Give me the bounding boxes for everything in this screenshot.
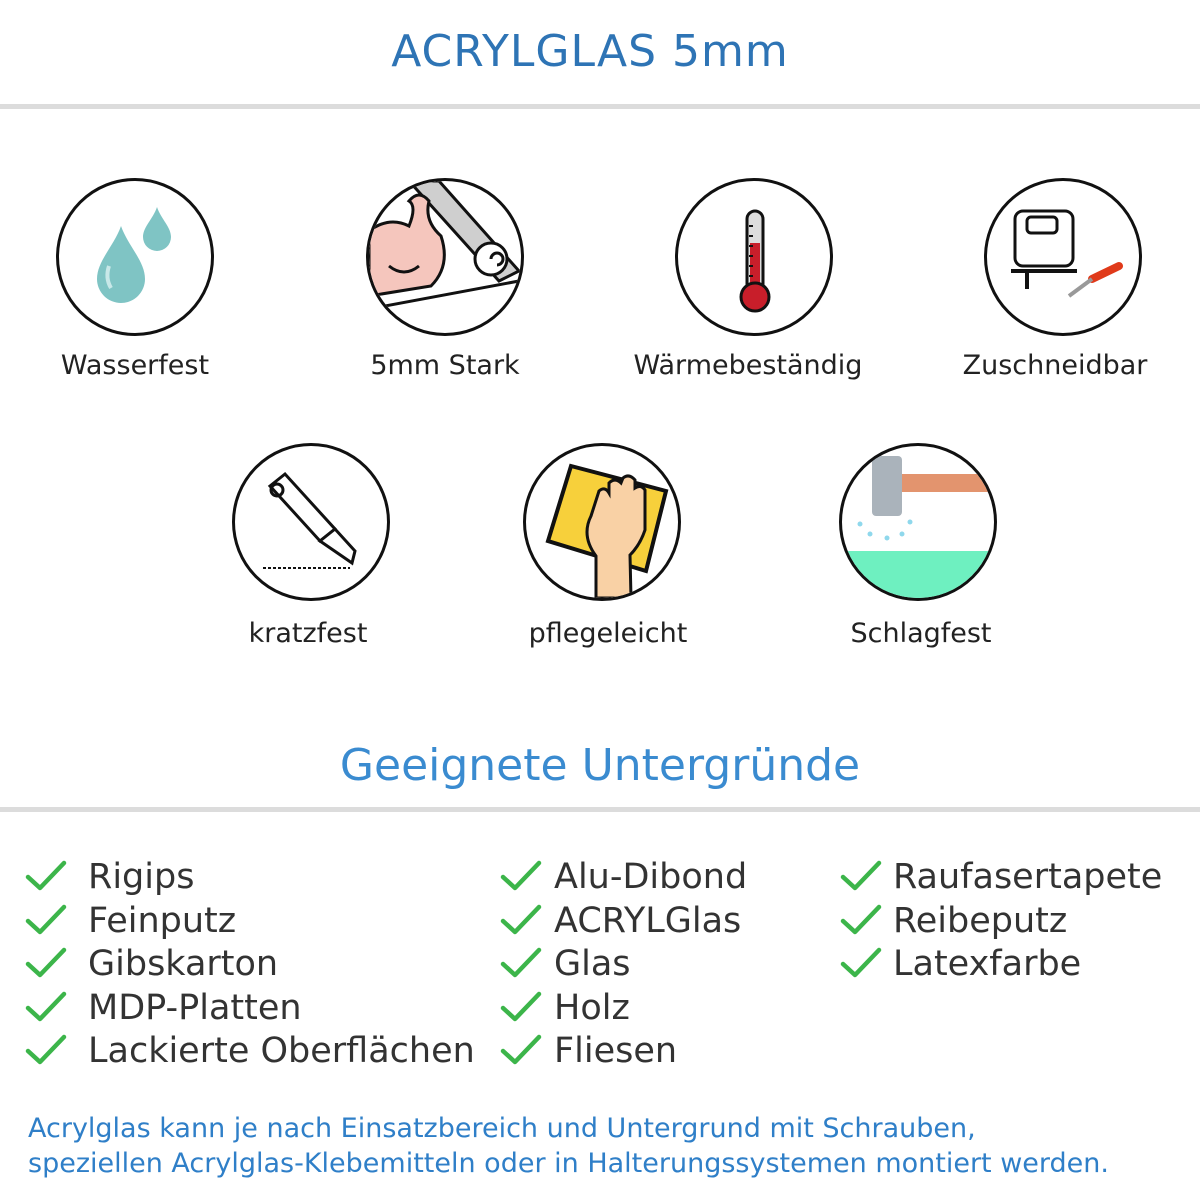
surfaces-title: Geeignete Untergründe	[339, 740, 861, 791]
checkmark-icon	[500, 990, 542, 1024]
checkmark-icon	[500, 859, 542, 893]
jigsaw-cutter-icon	[984, 178, 1142, 336]
divider	[0, 104, 1200, 109]
feature-label: Wärmebeständig	[633, 350, 863, 381]
surface-item: Rigips	[88, 857, 195, 897]
surface-item: Holz	[554, 987, 630, 1028]
checkmark-icon	[25, 903, 67, 937]
feature-label: 5mm Stark	[370, 350, 520, 381]
checkmark-icon	[25, 946, 67, 980]
footer-text-line-2: speziellen Acrylglas-Klebemitteln oder i…	[28, 1148, 1109, 1179]
hand-sponge-icon	[523, 443, 681, 601]
surface-item: Feinputz	[88, 900, 237, 941]
surface-item: Lackierte Oberflächen	[88, 1031, 475, 1071]
checkmark-icon	[840, 859, 882, 893]
checkmark-icon	[500, 946, 542, 980]
thermometer-icon	[675, 178, 833, 336]
surface-item: MDP-Platten	[88, 987, 302, 1028]
surface-item: Gibskarton	[88, 944, 279, 984]
feature-label: Wasserfest	[60, 350, 210, 381]
checkmark-icon	[840, 946, 882, 980]
checkmark-icon	[500, 1033, 542, 1067]
feature-label: Zuschneidbar	[962, 350, 1148, 381]
page-title: ACRYLGLAS 5mm	[391, 26, 789, 77]
surface-item: Latexfarbe	[893, 944, 1082, 984]
strong-arm-icon	[366, 178, 524, 336]
checkmark-icon	[25, 1033, 67, 1067]
checkmark-icon	[840, 903, 882, 937]
surface-item: ACRYLGlas	[554, 900, 742, 941]
checkmark-icon	[25, 859, 67, 893]
box-cutter-icon	[232, 443, 390, 601]
feature-label: Schlagfest	[850, 618, 992, 649]
surface-item: Alu-Dibond	[554, 857, 748, 897]
surface-item: Fliesen	[554, 1031, 678, 1071]
checkmark-icon	[500, 903, 542, 937]
divider	[0, 807, 1200, 812]
surface-item: Reibeputz	[893, 900, 1068, 941]
water-drops-icon	[56, 178, 214, 336]
hammer-icon	[839, 443, 997, 601]
checkmark-icon	[25, 990, 67, 1024]
feature-label: kratzfest	[248, 618, 368, 649]
feature-label: pflegeleicht	[528, 618, 688, 649]
footer-text-line-1: Acrylglas kann je nach Einsatzbereich un…	[28, 1113, 976, 1144]
surface-item: Raufasertapete	[893, 857, 1163, 897]
surface-item: Glas	[554, 944, 631, 984]
